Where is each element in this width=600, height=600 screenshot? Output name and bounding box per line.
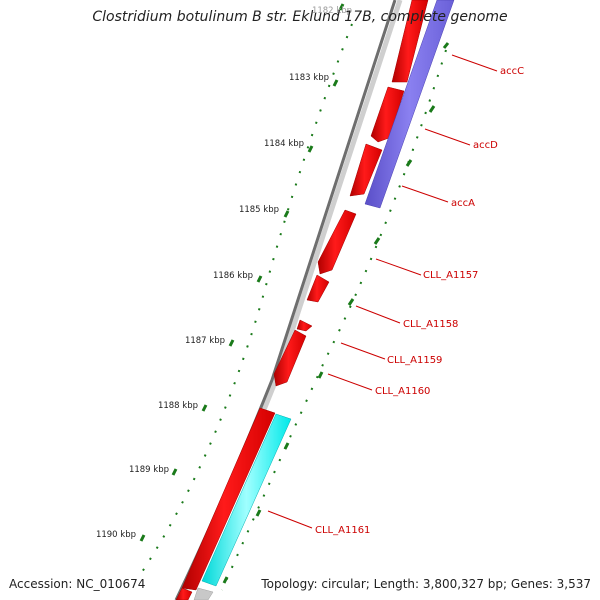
gene-bar-gray [193, 587, 214, 600]
gene-arrow-CLL_A1161 [181, 407, 276, 591]
gene-arrow-CLL_A1160 [273, 329, 307, 387]
gene-bar-blue [364, 0, 455, 209]
gene-callout-line [401, 185, 449, 203]
genome-title: Clostridium botulinum B str. Eklund 17B,… [92, 9, 508, 25]
tick-label: 1190 kbp [96, 530, 136, 540]
tick-label: 1182 kbp [312, 6, 352, 16]
gene-arrow-accD [370, 86, 405, 143]
inner-dotted-arc [141, 23, 353, 573]
outer-dotted-arc [221, 49, 447, 591]
tick-mark [201, 404, 208, 412]
accession-text: Accession: NC_010674 [9, 577, 146, 591]
tick-label: 1186 kbp [213, 271, 253, 281]
gene-callout-line [424, 128, 471, 146]
tick-label: 1187 kbp [185, 336, 225, 346]
tick-mark [307, 145, 314, 153]
gene-callout-line [327, 373, 373, 391]
reverse-genes [193, 0, 455, 600]
backbone [174, 0, 397, 600]
outer-tick-mark [283, 442, 290, 450]
tick-layer: 1182 kbp 1183 kbp 1184 kbp 1185 kbp 1186 kbp… [96, 3, 450, 584]
outer-tick-mark [373, 237, 381, 245]
tick-label: 1183 kbp [289, 73, 329, 83]
tick-mark [283, 210, 290, 218]
topology-text: Topology: circular; Length: 3,800,327 bp… [261, 577, 591, 591]
gene-label-accD[interactable]: accD [473, 140, 498, 151]
tick-mark [228, 339, 235, 347]
gene-label-CLL_A1160[interactable]: CLL_A1160 [375, 386, 430, 397]
gene-callout-line [267, 510, 313, 529]
tick-mark [338, 3, 345, 11]
tick-mark [171, 468, 178, 476]
gene-label-layer: accC accD accA CLL_A1157 CLL_A1158 CLL_A1159 C… [267, 54, 524, 536]
gene-callout-line [451, 54, 498, 72]
gene-arrow-CLL_A1159 [296, 319, 313, 332]
outer-tick-mark [442, 42, 450, 49]
tick-mark [139, 534, 146, 542]
gene-arrow-accA [349, 143, 383, 197]
outer-tick-mark [405, 159, 413, 167]
gene-label-CLL_A1161[interactable]: CLL_A1161 [315, 525, 370, 536]
gene-arrow-CLL_A1158 [306, 274, 330, 303]
outer-tick-mark [255, 509, 262, 517]
forward-genes [175, 0, 429, 600]
gene-callout-line [355, 305, 401, 324]
gene-arrow-CLL_A1157 [317, 209, 357, 275]
outer-tick-mark [222, 576, 229, 584]
gene-bar-cyan [201, 413, 292, 587]
gene-label-accC[interactable]: accC [500, 66, 524, 77]
outer-tick-mark [317, 371, 324, 379]
outer-tick-mark [428, 105, 436, 113]
tick-label: 1185 kbp [239, 205, 279, 215]
gene-callout-line [375, 258, 422, 276]
tick-mark [332, 79, 339, 87]
tick-label: 1184 kbp [264, 139, 304, 149]
gene-arrow-accC [391, 0, 429, 83]
tick-label: 1189 kbp [129, 465, 169, 475]
gene-label-CLL_A1159[interactable]: CLL_A1159 [387, 355, 442, 366]
tick-mark [256, 275, 263, 283]
outer-tick-mark [347, 298, 355, 306]
gene-label-CLL_A1157[interactable]: CLL_A1157 [423, 270, 478, 281]
tick-label: 1188 kbp [158, 401, 198, 411]
gene-arrow-next [175, 587, 193, 600]
gene-label-accA[interactable]: accA [451, 198, 475, 209]
gene-label-CLL_A1158[interactable]: CLL_A1158 [403, 319, 458, 330]
gene-callout-line [340, 342, 386, 360]
